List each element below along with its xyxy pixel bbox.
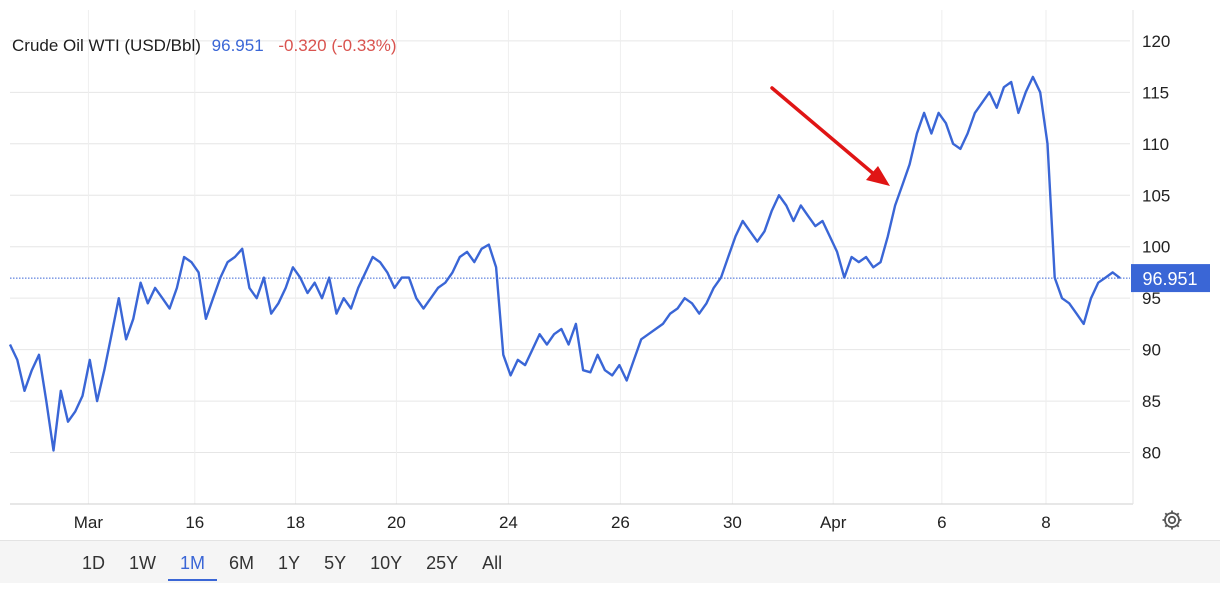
range-button-1y[interactable]: 1Y <box>278 553 301 573</box>
x-tick-label: 24 <box>499 513 518 532</box>
x-tick-label: 20 <box>387 513 406 532</box>
annotation-arrow-shaft <box>770 86 877 177</box>
x-tick-label: 18 <box>286 513 305 532</box>
x-tick-label: 8 <box>1041 513 1050 532</box>
x-tick-label: Mar <box>74 513 104 532</box>
y-tick-label: 100 <box>1142 238 1170 257</box>
range-button-1d[interactable]: 1D <box>82 553 106 573</box>
range-button-5y[interactable]: 5Y <box>324 553 347 573</box>
series: 96.951 <box>8 75 1210 452</box>
x-tick-label: 26 <box>611 513 630 532</box>
range-button-all[interactable]: All <box>482 553 503 573</box>
x-tick-label: 6 <box>937 513 946 532</box>
y-tick-label: 80 <box>1142 444 1161 463</box>
x-tick-label: 30 <box>723 513 742 532</box>
range-selector: 1D 1W 1M 6M 1Y 5Y 10Y 25Y All <box>70 541 514 583</box>
price-chart: 80 85 90 95 100 105 110 115 120 Mar 16 18 20 24 26 30 Ap… <box>8 10 1210 532</box>
price-line <box>8 75 1121 452</box>
chart-area: 80 85 90 95 100 105 110 115 120 Mar 16 18 20 24 26 30 Ap… <box>8 10 1210 532</box>
chart-legend: Crude Oil WTI (USD/Bbl) 96.951 -0.320 (-… <box>12 36 397 56</box>
x-tick-label: 16 <box>185 513 204 532</box>
y-tick-label: 90 <box>1142 341 1161 360</box>
x-tick-label: Apr <box>820 513 847 532</box>
y-tick-label: 85 <box>1142 392 1161 411</box>
range-button-10y[interactable]: 10Y <box>370 553 403 573</box>
range-button-1m[interactable]: 1M <box>168 541 218 581</box>
range-toolbar: 1D 1W 1M 6M 1Y 5Y 10Y 25Y All <box>0 540 1220 583</box>
last-value-badge <box>1131 264 1210 293</box>
y-tick-label: 120 <box>1142 32 1170 51</box>
y-tick-label: 105 <box>1142 186 1170 205</box>
y-tick-label: 95 <box>1142 289 1161 308</box>
last-value-label: 96.951 <box>1142 269 1197 289</box>
gear-icon[interactable] <box>1160 508 1184 532</box>
range-button-6m[interactable]: 6M <box>229 553 255 573</box>
range-button-1w[interactable]: 1W <box>129 553 157 573</box>
annotations <box>770 86 890 186</box>
last-price: 96.951 <box>211 36 264 55</box>
range-button-25y[interactable]: 25Y <box>426 553 459 573</box>
y-tick-label: 110 <box>1142 135 1169 154</box>
instrument-label: Crude Oil WTI (USD/Bbl) <box>12 36 201 55</box>
y-tick-label: 115 <box>1142 83 1169 102</box>
grid <box>10 10 1130 504</box>
annotation-arrow-head <box>866 166 890 186</box>
axes: 80 85 90 95 100 105 110 115 120 Mar 16 18 20 24 26 30 Ap… <box>10 10 1170 532</box>
price-change: -0.320 (-0.33%) <box>278 36 397 55</box>
